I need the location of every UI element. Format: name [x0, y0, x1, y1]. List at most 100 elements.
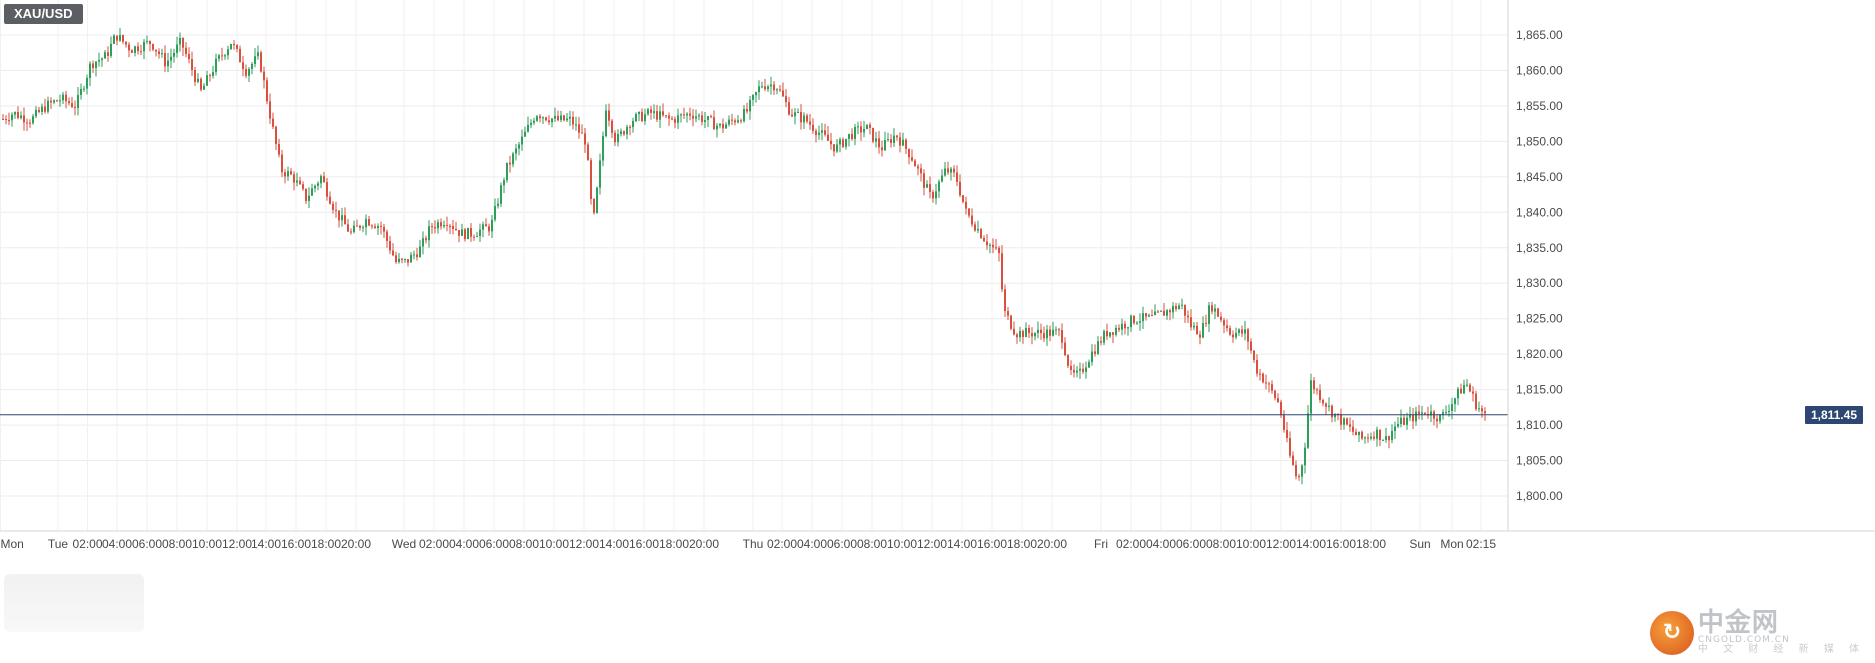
candle: [368, 216, 370, 227]
candle: [929, 176, 931, 199]
y-tick-label: 1,815.00: [1516, 383, 1563, 397]
candle: [455, 221, 457, 231]
candle: [473, 234, 475, 241]
y-tick-label: 1,855.00: [1516, 99, 1563, 113]
candle: [281, 149, 283, 178]
candle: [1124, 320, 1126, 335]
candle: [434, 220, 436, 234]
candle: [1148, 313, 1150, 318]
x-tick-label: 08:00: [1206, 537, 1236, 551]
candle: [293, 171, 295, 191]
candle: [17, 106, 19, 120]
candle: [704, 111, 706, 129]
x-tick-label: Wed: [392, 537, 416, 551]
candle: [1367, 433, 1369, 443]
candle: [1373, 431, 1375, 441]
candle: [998, 245, 1000, 262]
candle: [404, 258, 406, 263]
candle: [962, 195, 964, 204]
candle: [494, 198, 496, 222]
candle: [872, 127, 874, 144]
candle: [836, 139, 838, 154]
candle: [11, 112, 13, 127]
candle: [1130, 314, 1132, 333]
candle: [71, 96, 73, 109]
candle: [1052, 321, 1054, 337]
candle: [56, 99, 58, 102]
candle: [1196, 321, 1198, 335]
candle: [248, 66, 250, 83]
x-tick-label: 10:00: [1236, 537, 1266, 551]
candle: [1100, 336, 1102, 346]
candle: [548, 115, 550, 126]
candle: [1211, 301, 1213, 315]
candle: [1253, 349, 1255, 363]
candle: [1256, 354, 1258, 377]
candle: [470, 223, 472, 242]
candle: [1439, 413, 1441, 424]
candle: [335, 201, 337, 218]
x-tick-label: 18:00: [311, 537, 341, 551]
candle: [74, 100, 76, 116]
candle: [365, 214, 367, 236]
x-tick-label: 12:00: [1266, 537, 1296, 551]
symbol-badge[interactable]: XAU/USD: [4, 4, 83, 24]
candle: [485, 218, 487, 227]
candle: [164, 45, 166, 72]
y-tick-label: 1,850.00: [1516, 134, 1563, 148]
candle: [566, 112, 568, 122]
candle: [1361, 430, 1363, 441]
candle: [1307, 405, 1309, 449]
candle: [773, 80, 775, 95]
x-tick-label: 02:00: [1116, 537, 1146, 551]
candle: [665, 115, 667, 119]
x-tick-label: 08:00: [857, 537, 887, 551]
candle: [2, 114, 4, 121]
candle: [1376, 426, 1378, 447]
candle: [854, 123, 856, 146]
candle: [953, 165, 955, 178]
candle: [647, 107, 649, 116]
candle: [1202, 316, 1204, 339]
candle: [425, 235, 427, 244]
candle: [101, 57, 103, 67]
candle: [1175, 303, 1177, 312]
candle: [1184, 304, 1186, 323]
candle: [752, 94, 754, 106]
candle: [476, 231, 478, 238]
candle: [1382, 439, 1384, 441]
candle: [152, 43, 154, 52]
candle: [1322, 398, 1324, 407]
watermark-cn: 中金网: [1697, 608, 1779, 638]
x-tick-label: 02:15: [1466, 537, 1496, 551]
candle: [842, 137, 844, 149]
x-tick-label: 12:00: [222, 537, 252, 551]
candle: [29, 119, 31, 128]
y-axis: 1,800.00 1,805.00 1,810.00 1,815.00 1,820.00…: [1507, 0, 1563, 531]
x-tick-label: 14:00: [1296, 537, 1326, 551]
candle: [986, 234, 988, 250]
candle: [515, 143, 517, 161]
candle: [908, 148, 910, 165]
candle: [968, 208, 970, 218]
candle: [830, 132, 832, 150]
candle: [869, 122, 871, 135]
x-tick-label: 16:00: [977, 537, 1007, 551]
candle: [584, 127, 586, 153]
candle: [911, 149, 913, 162]
candle: [1385, 427, 1387, 443]
candle: [1115, 324, 1117, 337]
candle: [1205, 314, 1207, 327]
candle: [275, 125, 277, 150]
candle: [605, 104, 607, 138]
candle: [557, 110, 559, 122]
candle: [395, 251, 397, 264]
candle: [1067, 354, 1069, 369]
candle: [1430, 404, 1432, 423]
candle: [1055, 326, 1057, 336]
candle: [734, 118, 736, 126]
candle: [524, 126, 526, 138]
candle: [1010, 314, 1012, 331]
